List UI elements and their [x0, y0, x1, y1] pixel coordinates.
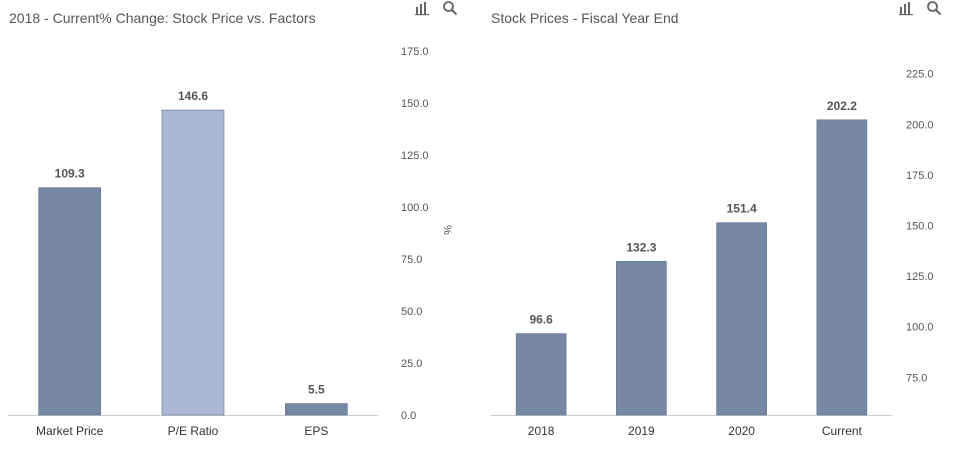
- y-tick-label: 150.0: [401, 98, 429, 110]
- y-tick-label: 75.0: [401, 254, 422, 266]
- bar: [161, 109, 225, 416]
- data-label: 202.2: [827, 99, 857, 113]
- data-label: 96.6: [529, 313, 553, 327]
- bar: [816, 119, 868, 416]
- y-tick-label: 150.0: [906, 221, 934, 233]
- bar: [515, 333, 567, 416]
- data-label: 5.5: [308, 383, 325, 397]
- y-tick-label: 225.0: [906, 69, 934, 81]
- y-tick-label: 75.0: [906, 372, 927, 384]
- search-icon[interactable]: [442, 0, 458, 16]
- y-unit-label: %: [441, 225, 453, 235]
- bar: [285, 403, 348, 416]
- category-label: 2018: [528, 424, 555, 438]
- bar-chart-icon[interactable]: [414, 0, 430, 16]
- category-label: P/E Ratio: [168, 424, 219, 438]
- chart-toolbar: [898, 0, 942, 16]
- y-tick-label: 50.0: [401, 306, 422, 318]
- category-label: 2020: [728, 424, 755, 438]
- y-tick-label: 25.0: [401, 358, 422, 370]
- chart-panel-prices: Stock Prices - Fiscal Year End 75.0 100.0…: [478, 0, 959, 455]
- bar-chart-icon[interactable]: [898, 0, 914, 16]
- y-tick-label: 0.0: [401, 410, 416, 422]
- data-label: 146.6: [178, 89, 208, 103]
- y-tick-label: 100.0: [906, 322, 934, 334]
- category-label: 2019: [628, 424, 655, 438]
- chart-toolbar: [414, 0, 458, 16]
- category-label: Market Price: [36, 424, 104, 438]
- bar: [38, 187, 101, 416]
- search-icon[interactable]: [926, 0, 942, 16]
- data-label: 109.3: [55, 167, 85, 181]
- y-tick-label: 200.0: [906, 119, 934, 131]
- bar: [616, 261, 667, 416]
- data-label: 132.3: [626, 240, 656, 254]
- chart-panel-factors: 2018 - Current% Change: Stock Price vs. …: [0, 0, 470, 455]
- chart-title: Stock Prices - Fiscal Year End: [491, 10, 679, 26]
- data-label: 151.4: [727, 202, 757, 216]
- y-tick-label: 125.0: [401, 150, 429, 162]
- category-label: EPS: [304, 424, 328, 438]
- bar: [716, 222, 767, 416]
- y-tick-label: 175.0: [906, 170, 934, 182]
- chart-title: 2018 - Current% Change: Stock Price vs. …: [9, 10, 316, 26]
- category-label: Current: [822, 424, 863, 438]
- y-tick-label: 100.0: [401, 202, 429, 214]
- y-tick-label: 125.0: [906, 271, 934, 283]
- bar-chart-factors: 0.0 25.0 50.0 75.0 100.0 125.0 150.0 175.0% 109.…: [8, 46, 453, 438]
- y-tick-label: 175.0: [401, 46, 429, 58]
- bar-chart-prices: 75.0 100.0 125.0 150.0 175.0 200.0 225.0 96.6 20…: [491, 69, 934, 438]
